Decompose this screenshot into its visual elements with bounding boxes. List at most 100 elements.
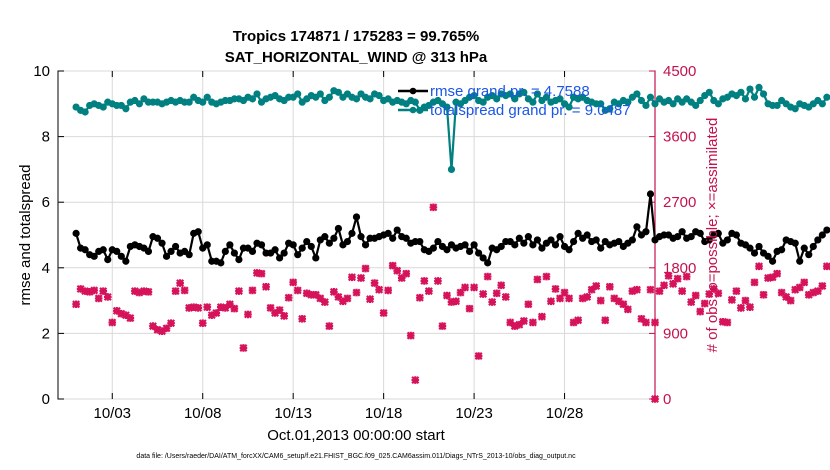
obs-marker [148, 322, 157, 331]
obs-marker [682, 272, 691, 281]
spread-point [375, 92, 383, 100]
obs-marker [474, 352, 483, 360]
rmse-point [321, 233, 329, 241]
spread-point [773, 101, 781, 110]
obs-marker [546, 297, 555, 306]
obs-marker [524, 300, 533, 309]
obs-marker [424, 287, 433, 296]
obs-marker [135, 288, 144, 297]
x-axis: 10/03 10/08 10/13 10/18 10/23 10/28 [93, 71, 583, 422]
rmse-point [81, 246, 89, 254]
rmse-point [705, 236, 713, 244]
rmse-point [484, 259, 492, 267]
rmse-point [556, 233, 564, 241]
obs-marker [162, 324, 171, 333]
obs-marker [456, 288, 465, 297]
rmse-point [153, 234, 162, 242]
obs-marker [641, 318, 650, 327]
obs-marker [660, 281, 669, 290]
rmse-point [352, 213, 361, 221]
series-rmse [72, 190, 830, 267]
obs-marker [537, 312, 546, 321]
obs-marker [248, 286, 257, 295]
rmse-point [511, 241, 519, 249]
obs-marker [605, 282, 614, 291]
data-file-footnote: data file: /Users/raeder/DAI/ATM_forcXX/… [136, 453, 576, 460]
obs-marker [85, 287, 94, 296]
obs-marker [415, 293, 424, 302]
rmse-point [235, 256, 243, 264]
spread-point [642, 101, 650, 110]
spread-point [750, 93, 759, 101]
obs-marker [750, 278, 759, 287]
obs-marker [510, 322, 519, 331]
obs-marker [804, 290, 813, 299]
rmse-point [597, 244, 605, 252]
obs-marker [352, 288, 361, 297]
series-totalspread [72, 83, 830, 173]
obs-marker [687, 298, 696, 307]
rmse-point [117, 252, 125, 260]
rmse-point [194, 228, 202, 236]
obs-marker [284, 293, 293, 302]
spread-point [248, 95, 257, 103]
obs-marker [320, 298, 329, 307]
obs-marker [429, 203, 438, 212]
obs-marker [302, 289, 311, 298]
spread-point [352, 95, 361, 103]
x-tick-label: 10/13 [274, 405, 312, 422]
rmse-point [515, 234, 523, 242]
rmse-point [646, 190, 655, 198]
y-tick-label-right: 4500 [663, 63, 696, 80]
obs-marker [361, 264, 370, 273]
obs-marker [800, 278, 809, 287]
obs-marker [483, 272, 492, 281]
chart-title: Tropics 174871 / 175283 = 99.765% SAT_HO… [225, 28, 488, 66]
spread-point [565, 103, 573, 111]
rmse-point [750, 249, 759, 257]
rmse-point [348, 229, 356, 237]
obs-marker [741, 296, 750, 305]
obs-marker [167, 319, 176, 328]
rmse-point [144, 247, 153, 255]
obs-marker [592, 282, 601, 290]
obs-marker [189, 303, 198, 312]
spread-point [705, 88, 713, 96]
obs-marker [76, 284, 85, 293]
obs-marker [180, 286, 189, 295]
rmse-point [276, 254, 284, 262]
obs-marker [316, 294, 325, 303]
obs-marker [755, 262, 764, 271]
rmse-point [628, 236, 636, 244]
rmse-point [592, 236, 600, 244]
rmse-point [814, 236, 822, 244]
obs-marker [171, 287, 180, 296]
obs-marker [334, 292, 343, 301]
obs-marker [117, 309, 126, 318]
spread-point [294, 90, 302, 98]
obs-marker [479, 290, 488, 299]
obs-marker [234, 287, 243, 296]
obs-marker [216, 303, 225, 312]
legend-label: rmse grand pr. = 4.7588 [430, 83, 590, 100]
obs-marker [809, 288, 818, 297]
spread-point [714, 100, 722, 108]
obs-marker [705, 290, 714, 299]
obs-marker [664, 271, 673, 280]
obs-marker [275, 306, 284, 315]
obs-marker [433, 276, 442, 285]
obs-marker [574, 316, 583, 325]
rmse-point [343, 237, 352, 246]
spread-point [755, 83, 763, 92]
obs-marker [628, 287, 637, 296]
x-tick-label: 10/23 [455, 405, 493, 422]
rmse-point [533, 236, 542, 244]
rmse-point [294, 251, 302, 259]
rmse-point [171, 242, 180, 251]
rmse-point [312, 254, 320, 262]
obs-marker [406, 331, 415, 340]
rmse-point [551, 241, 560, 249]
spread-point [597, 100, 605, 108]
y-tick-label-right: 900 [663, 325, 688, 342]
obs-marker [194, 303, 203, 312]
